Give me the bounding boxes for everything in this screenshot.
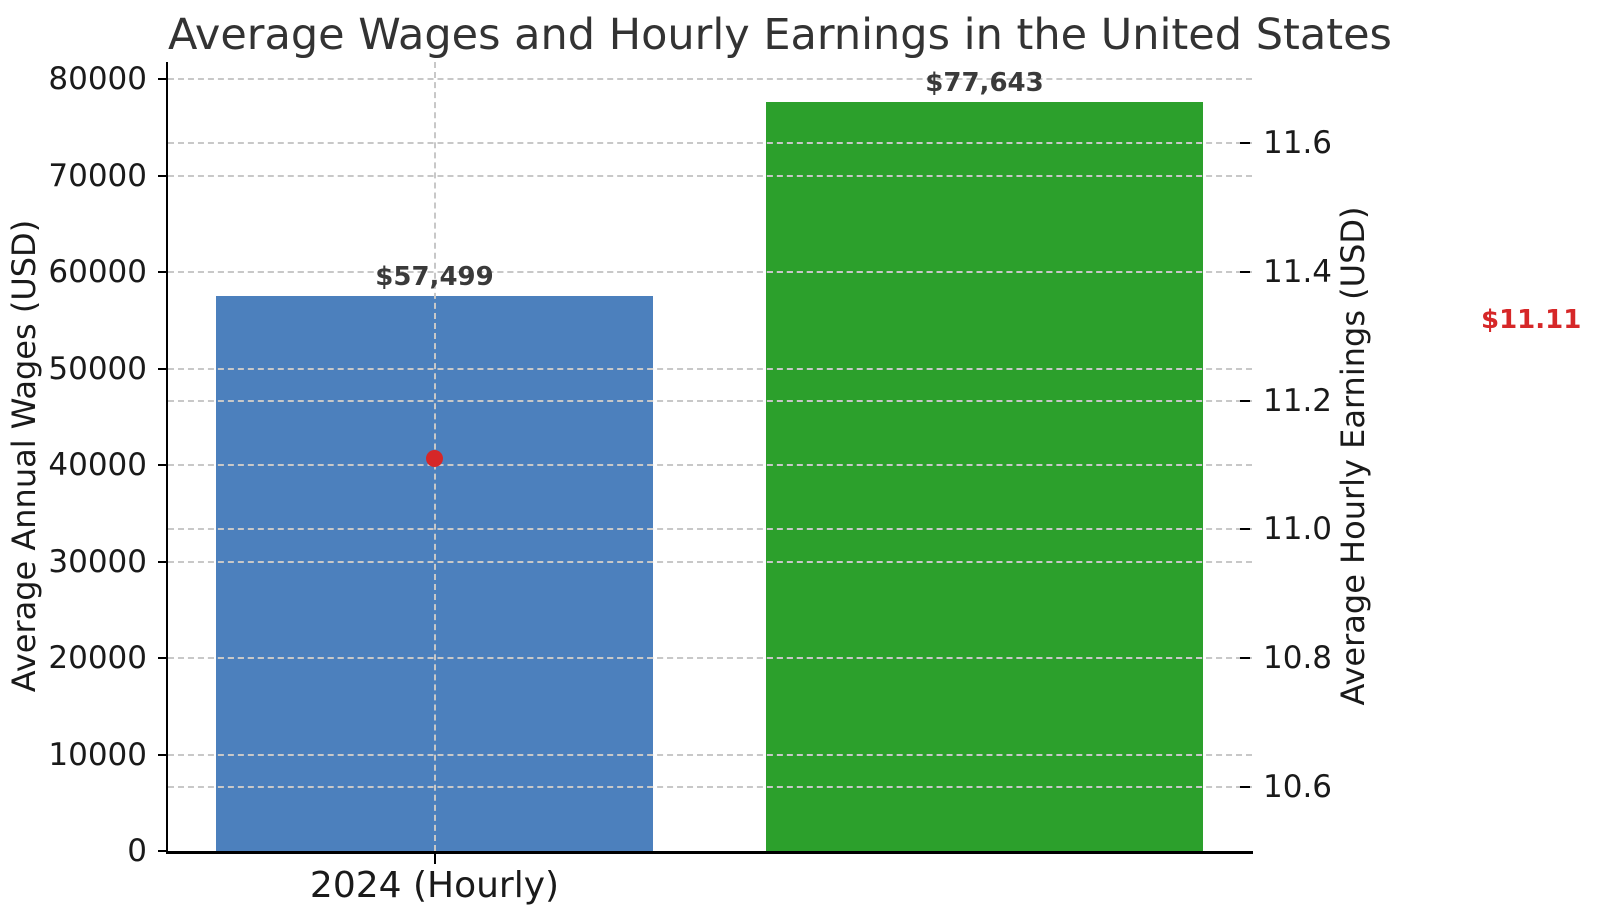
left-axis-tick — [158, 850, 168, 852]
right-axis-tick — [1240, 271, 1250, 273]
bar-value-label: $57,499 — [375, 262, 494, 293]
right-axis-tick-label: 11.2 — [1263, 382, 1333, 419]
left-axis-tick-label: 40000 — [48, 447, 147, 483]
gridline — [168, 753, 1252, 756]
plot-area: $57,499 $77,643 — [168, 62, 1252, 851]
left-axis-tick — [158, 367, 168, 370]
right-axis-tick-label: 10.8 — [1263, 640, 1333, 676]
gridline — [168, 528, 1252, 531]
hourly-earnings-point — [426, 450, 443, 468]
right-axis-title: Average Hourly Earnings (USD) — [1334, 206, 1372, 706]
left-axis-tick — [158, 174, 168, 177]
left-axis-tick — [158, 753, 168, 756]
x-axis-tick-label: 2024 (Hourly) — [309, 865, 560, 906]
right-axis-tick — [1240, 785, 1250, 788]
gridline — [168, 174, 1252, 177]
right-axis-tick — [1240, 657, 1250, 659]
left-axis-tick — [158, 271, 168, 273]
left-axis-tick — [158, 560, 168, 563]
right-axis-tick-label: 11.6 — [1263, 125, 1333, 162]
right-axis-tick — [1240, 399, 1250, 402]
left-axis-tick-label: 30000 — [48, 543, 147, 580]
gridline — [168, 142, 1252, 145]
left-axis-tick-label: 70000 — [48, 157, 147, 194]
chart-title: Average Wages and Hourly Earnings in the… — [168, 10, 1392, 60]
left-axis-tick-label: 0 — [127, 833, 147, 869]
left-axis-tick — [158, 78, 168, 80]
gridline — [168, 785, 1252, 788]
bar-value-label: $77,643 — [925, 67, 1044, 98]
gridline — [168, 78, 1252, 80]
left-axis-tick-label: 50000 — [48, 350, 147, 387]
left-axis-tick-label: 10000 — [48, 736, 147, 773]
gridline — [168, 560, 1252, 563]
gridline — [168, 399, 1252, 402]
right-axis-tick-label: 11.0 — [1263, 511, 1333, 548]
bottom-axis-spine — [166, 851, 1253, 854]
right-axis-tick — [1240, 142, 1250, 145]
right-axis-tick-label: 11.4 — [1263, 254, 1333, 290]
left-axis-tick-label: 20000 — [48, 640, 147, 676]
x-axis-tick — [433, 854, 436, 864]
left-axis-tick-label: 80000 — [48, 61, 147, 97]
bar-$77,643 — [766, 101, 1203, 851]
right-axis-tick-label: 10.6 — [1263, 768, 1333, 805]
left-axis-tick — [158, 464, 168, 466]
right-axis-tick — [1240, 528, 1250, 531]
left-axis-tick — [158, 657, 168, 659]
hourly-earnings-annotation: $11.11 — [1481, 305, 1582, 335]
gridline — [168, 271, 1252, 273]
left-axis-tick-label: 60000 — [48, 254, 147, 290]
left-axis-spine — [166, 62, 168, 854]
gridline — [168, 657, 1252, 659]
gridline — [168, 464, 1252, 466]
gridline — [168, 367, 1252, 370]
